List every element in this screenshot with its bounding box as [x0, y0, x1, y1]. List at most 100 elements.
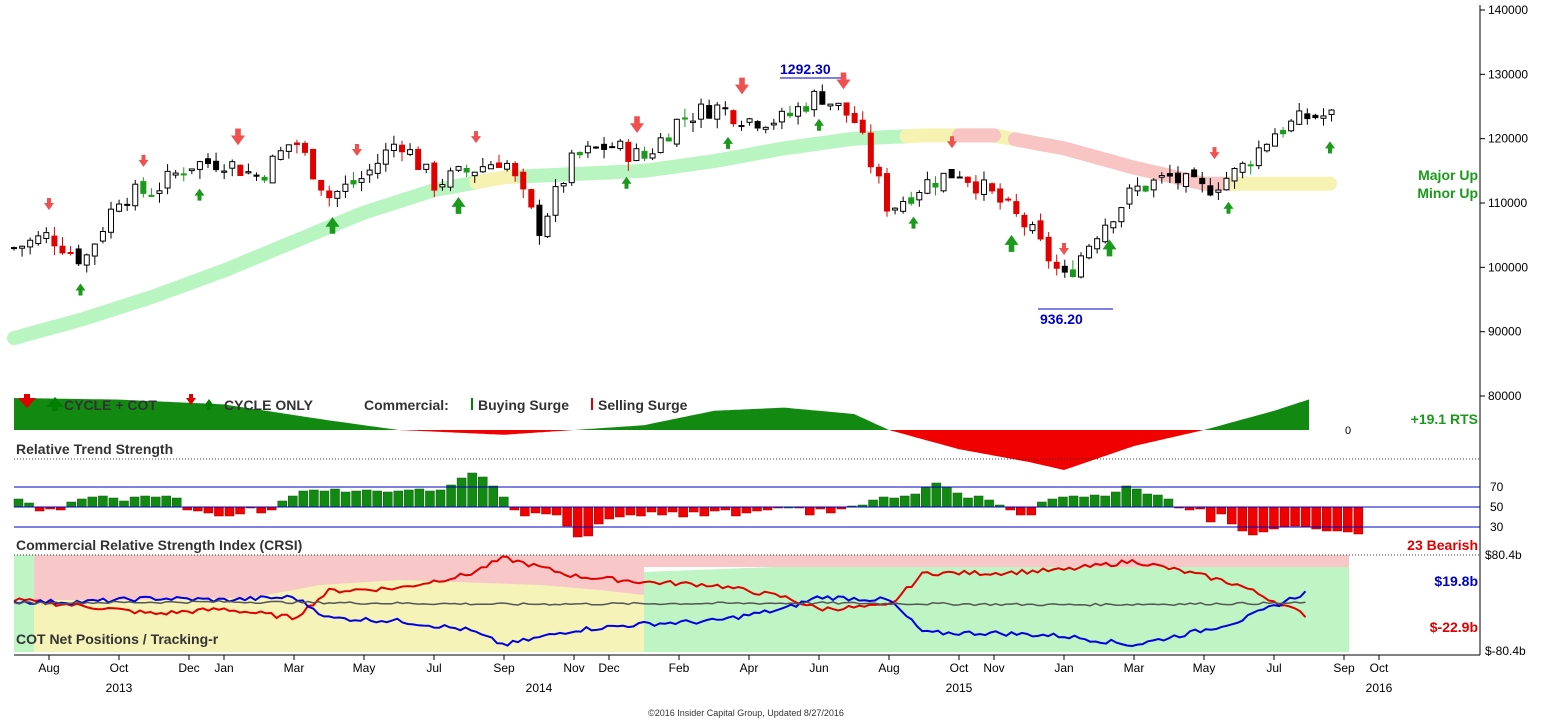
price-tick-label: 140000	[1488, 3, 1528, 17]
crsi-bar	[277, 500, 287, 508]
x-month-label: Jan	[214, 661, 233, 675]
candle-body	[714, 104, 721, 120]
up-arrow-icon	[325, 217, 340, 234]
candle-body	[843, 102, 850, 116]
candle-body	[358, 178, 365, 183]
x-month-label: Dec	[178, 661, 199, 675]
crsi-bar	[456, 477, 467, 508]
candle-body	[592, 146, 599, 149]
candle-body	[463, 167, 470, 173]
candle-body	[940, 172, 947, 192]
candle-body	[738, 125, 745, 128]
high-annotation: 1292.30	[780, 61, 842, 79]
crsi-bar	[98, 495, 108, 508]
candle-body	[1191, 169, 1198, 178]
crsi-tick-label: 70	[1490, 480, 1504, 494]
price-tick-label: 120000	[1488, 132, 1528, 146]
major-trend-label: Major Up	[1418, 167, 1478, 183]
crsi-bar	[298, 490, 309, 508]
crsi-bar	[1079, 496, 1089, 508]
down-arrow-icon	[231, 128, 245, 146]
up-arrow-icon	[451, 197, 466, 214]
candle-body	[245, 171, 252, 174]
candle-body	[1037, 220, 1044, 240]
candle-body	[1110, 221, 1117, 229]
crsi-bar	[172, 497, 182, 508]
candle-body	[447, 170, 454, 188]
candle-body	[730, 110, 737, 125]
trend-band-segment	[469, 169, 525, 190]
crsi-bar	[66, 501, 76, 508]
candle-body	[601, 143, 608, 150]
candle-body	[964, 176, 971, 183]
minor-trend-label: Minor Up	[1417, 185, 1478, 201]
crsi-bar	[404, 489, 414, 508]
cot-commercial-label: $-22.9b	[1430, 619, 1478, 635]
candle-body	[819, 91, 826, 105]
crsi-tick-label: 50	[1490, 500, 1504, 514]
down-arrow-icon	[471, 131, 481, 144]
crsi-bar	[87, 496, 98, 508]
crsi-bar	[129, 496, 140, 508]
candle-body	[334, 190, 341, 199]
candle-body	[1320, 115, 1327, 119]
crsi-bar	[678, 506, 688, 518]
candle-body	[665, 137, 672, 142]
crsi-bar	[235, 506, 245, 515]
candle-body	[997, 188, 1004, 203]
candle-body	[827, 103, 834, 107]
candle-body	[932, 182, 939, 188]
crsi-bar	[256, 506, 266, 514]
x-month-label: May	[353, 661, 376, 675]
candle-body	[989, 183, 996, 192]
candle-body	[1231, 167, 1238, 182]
x-month-label: Nov	[563, 661, 584, 675]
candle-body	[698, 103, 705, 120]
candle-body	[196, 161, 203, 170]
x-month-label: Aug	[878, 661, 899, 675]
x-month-label: Jul	[1266, 661, 1281, 675]
candle-body	[512, 162, 519, 177]
candle-body	[924, 179, 931, 194]
cot-zone	[34, 600, 330, 652]
candle-body	[875, 166, 882, 177]
candle-body	[859, 119, 866, 133]
candle-body	[883, 173, 890, 212]
candle-body	[1271, 133, 1278, 147]
crsi-bar	[1311, 506, 1321, 530]
crsi-bar	[562, 506, 572, 527]
crsi-bar	[1026, 506, 1037, 516]
crsi-bar	[752, 506, 762, 512]
cot-specs-label: $19.8b	[1434, 573, 1478, 589]
candle-body	[552, 186, 559, 216]
legend-buying-surge: Buying Surge	[478, 397, 569, 413]
candle-body	[584, 145, 591, 154]
x-month-label: Apr	[740, 661, 759, 675]
crsi-bar	[309, 489, 319, 508]
candle-body	[722, 107, 729, 110]
crsi-bar	[361, 489, 372, 508]
candle-body	[1239, 162, 1246, 173]
cycle-cot-down-icon	[18, 394, 36, 408]
rts-area	[14, 398, 1309, 470]
cot-top-tick: $80.4b	[1485, 548, 1522, 562]
candle-body	[27, 239, 34, 248]
crsi-value-label: 23 Bearish	[1407, 537, 1478, 553]
crsi-bar	[140, 495, 150, 508]
candle-body	[1102, 224, 1109, 243]
candle-body	[778, 110, 785, 123]
down-arrow-icon	[44, 198, 54, 210]
candle-body	[568, 152, 575, 184]
candle-body	[1077, 255, 1084, 278]
candle-body	[487, 164, 494, 170]
candle-body	[1183, 173, 1190, 188]
x-month-label: May	[1193, 661, 1216, 675]
crsi-bar	[1100, 495, 1110, 508]
rts-negative-area	[14, 430, 1309, 470]
x-year-label: 2015	[946, 681, 973, 695]
candle-body	[1086, 245, 1093, 259]
candle-body	[471, 171, 478, 177]
candle-body	[706, 105, 713, 119]
candle-body	[1304, 113, 1311, 120]
